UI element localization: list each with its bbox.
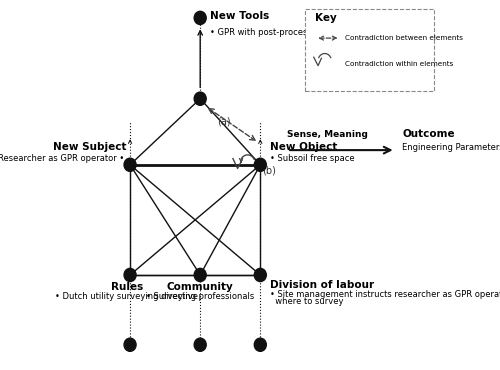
Text: • Site management instructs researcher as GPR operator: • Site management instructs researcher a… [270,290,500,299]
Text: Rules: Rules [110,282,143,292]
Circle shape [124,158,136,171]
Text: • Surveying professionals: • Surveying professionals [146,292,254,301]
Text: Outcome: Outcome [402,129,455,139]
Circle shape [194,268,206,282]
FancyBboxPatch shape [306,9,434,91]
Text: Sense, Meaning: Sense, Meaning [287,130,368,139]
Circle shape [254,158,266,171]
Text: New Subject: New Subject [53,142,127,152]
Circle shape [254,268,266,282]
Text: • Dutch utility surveying directive: • Dutch utility surveying directive [55,292,198,301]
Text: (a): (a) [217,117,230,127]
Text: Contradiction between elements: Contradiction between elements [346,35,464,41]
Text: • GPR with post-processing: • GPR with post-processing [210,28,325,37]
Text: Researcher as GPR operator •: Researcher as GPR operator • [0,154,124,163]
Circle shape [194,338,206,352]
Circle shape [194,11,206,24]
Text: Contradiction within elements: Contradiction within elements [346,61,454,67]
Circle shape [254,338,266,352]
Text: Engineering Parameters: Engineering Parameters [402,143,500,152]
Text: New Tools: New Tools [210,11,270,21]
Circle shape [194,92,206,105]
Circle shape [124,268,136,282]
Text: Division of labour: Division of labour [270,280,374,290]
Text: where to survey: where to survey [270,297,344,306]
Circle shape [124,338,136,352]
Text: • Subsoil free space: • Subsoil free space [270,154,355,163]
Text: (b): (b) [262,166,276,176]
Text: New Object: New Object [270,142,338,152]
Text: Community: Community [167,282,234,292]
Text: Key: Key [316,13,337,23]
